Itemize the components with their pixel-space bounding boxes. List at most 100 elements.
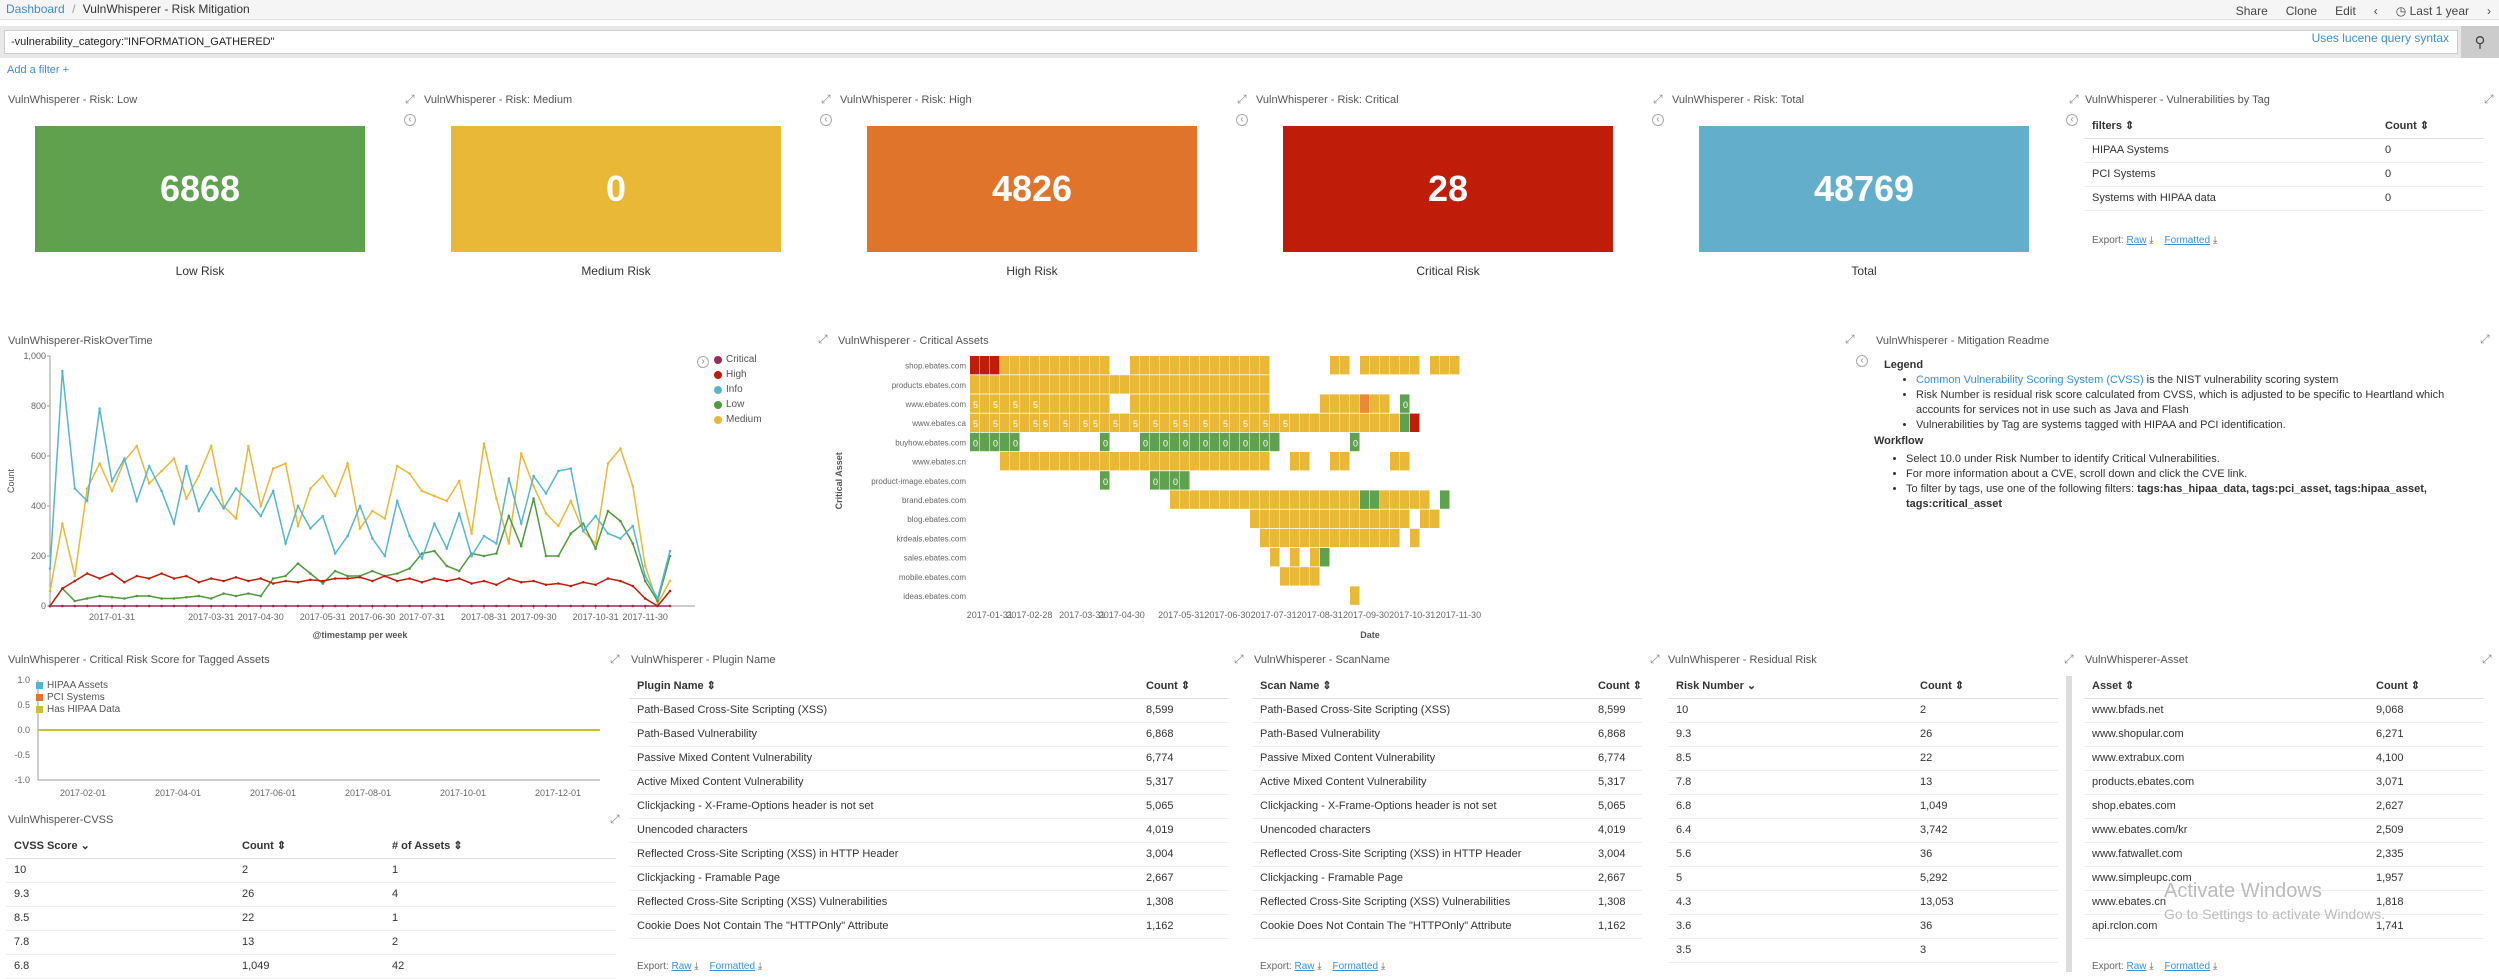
search-button[interactable]: ⚲: [2461, 26, 2499, 58]
table-row[interactable]: 9.3 26 4: [6, 882, 616, 907]
expand-icon[interactable]: ⤢: [610, 652, 620, 666]
collapse-icon[interactable]: ‹: [1856, 355, 1868, 367]
table-row[interactable]: Clickjacking - Framable Page 2,667: [1252, 866, 1642, 891]
expand-icon[interactable]: ⤢: [1237, 92, 1247, 106]
expand-icon[interactable]: ⤢: [1234, 652, 1244, 666]
collapse-icon[interactable]: ‹: [1236, 114, 1248, 126]
table-row[interactable]: 5.6 36: [1668, 842, 2058, 867]
table-row[interactable]: Cookie Does Not Contain The "HTTPOnly" A…: [629, 914, 1229, 939]
table-row[interactable]: www.ebates.cn 1,818: [2084, 890, 2484, 915]
table-row[interactable]: Active Mixed Content Vulnerability 5,317: [1252, 770, 1642, 795]
table-row[interactable]: 6.8 1,049 42: [6, 954, 616, 979]
table-row[interactable]: 4.3 13,053: [1668, 890, 2058, 915]
asset-count-header[interactable]: Count ⇕: [2368, 674, 2484, 699]
table-row[interactable]: 3.6 36: [1668, 914, 2058, 939]
scrollbar[interactable]: [2066, 676, 2072, 972]
expand-icon[interactable]: ⤢: [2069, 92, 2079, 106]
table-row[interactable]: 6.8 1,049: [1668, 794, 2058, 819]
plugin-count-header[interactable]: Count ⇕: [1138, 674, 1229, 699]
table-row[interactable]: www.ebates.com/kr 2,509: [2084, 818, 2484, 843]
legend-item[interactable]: PCI Systems: [36, 691, 120, 703]
lucene-syntax-link[interactable]: Uses lucene query syntax: [2311, 31, 2449, 45]
table-row[interactable]: 3.5 3: [1668, 938, 2058, 963]
table-row[interactable]: 5 5,292: [1668, 866, 2058, 891]
table-row[interactable]: www.shopular.com 6,271: [2084, 722, 2484, 747]
tag-filters-header[interactable]: filters ⇕: [2084, 114, 2377, 139]
table-row[interactable]: shop.ebates.com 2,627: [2084, 794, 2484, 819]
table-row[interactable]: Unencoded characters 4,019: [629, 818, 1229, 843]
expand-icon[interactable]: ⤢: [1653, 92, 1663, 106]
collapse-icon[interactable]: ‹: [820, 114, 832, 126]
risk-number-header[interactable]: Risk Number ⌄: [1668, 674, 1912, 699]
export-formatted-link[interactable]: Formatted: [2164, 235, 2211, 246]
scan-name-header[interactable]: Scan Name ⇕: [1252, 674, 1590, 699]
cvss-link[interactable]: Common Vulnerability Scoring System (CVS…: [1916, 374, 2144, 386]
expand-icon[interactable]: ⤢: [1650, 652, 1660, 666]
table-row[interactable]: 6.4 3,742: [1668, 818, 2058, 843]
search-input[interactable]: -vulnerability_category:"INFORMATION_GAT…: [4, 30, 2458, 54]
table-row[interactable]: Passive Mixed Content Vulnerability 6,774: [629, 746, 1229, 771]
legend-item[interactable]: Has HIPAA Data: [36, 703, 120, 715]
export-raw-link[interactable]: Raw: [671, 961, 692, 972]
table-row[interactable]: www.bfads.net 9,068: [2084, 698, 2484, 723]
legend-item[interactable]: Info: [714, 382, 762, 397]
table-row[interactable]: Reflected Cross-Site Scripting (XSS) Vul…: [1252, 890, 1642, 915]
legend-item[interactable]: High: [714, 367, 762, 382]
table-row[interactable]: www.simpleupc.com 1,957: [2084, 866, 2484, 891]
table-row[interactable]: api.rclon.com 1,741: [2084, 914, 2484, 939]
tag-count-header[interactable]: Count ⇕: [2377, 114, 2484, 139]
next-time-button[interactable]: ›: [2487, 4, 2491, 18]
clone-button[interactable]: Clone: [2285, 4, 2318, 18]
table-row[interactable]: 10 2 1: [6, 858, 616, 883]
legend-item[interactable]: HIPAA Assets: [36, 679, 120, 691]
add-filter-link[interactable]: Add a filter +: [7, 64, 70, 76]
collapse-icon[interactable]: ‹: [2066, 114, 2078, 126]
table-row[interactable]: Reflected Cross-Site Scripting (XSS) in …: [1252, 842, 1642, 867]
expand-icon[interactable]: ⤢: [2482, 652, 2492, 666]
table-row[interactable]: Clickjacking - X-Frame-Options header is…: [629, 794, 1229, 819]
table-row[interactable]: products.ebates.com 3,071: [2084, 770, 2484, 795]
export-formatted-link[interactable]: Formatted: [709, 961, 756, 972]
table-row[interactable]: Clickjacking - X-Frame-Options header is…: [1252, 794, 1642, 819]
table-row[interactable]: Path-Based Cross-Site Scripting (XSS) 8,5…: [629, 698, 1229, 723]
scan-count-header[interactable]: Count ⇕: [1589, 674, 1642, 699]
prev-time-button[interactable]: ‹: [2373, 4, 2378, 18]
table-row[interactable]: Path-Based Cross-Site Scripting (XSS) 8,5…: [1252, 698, 1642, 723]
collapse-icon[interactable]: ‹: [404, 114, 416, 126]
legend-toggle-icon[interactable]: ›: [697, 356, 709, 368]
export-raw-link[interactable]: Raw: [2126, 235, 2147, 246]
expand-icon[interactable]: ⤢: [405, 92, 415, 106]
cvss-count-header[interactable]: Count ⇕: [234, 834, 384, 859]
table-row[interactable]: www.fatwallet.com 2,335: [2084, 842, 2484, 867]
table-row[interactable]: 7.8 13 2: [6, 930, 616, 955]
expand-icon[interactable]: ⤢: [2480, 332, 2490, 346]
expand-icon[interactable]: ⤢: [2064, 652, 2074, 666]
expand-icon[interactable]: ⤢: [2484, 92, 2494, 106]
table-row[interactable]: Reflected Cross-Site Scripting (XSS) in …: [629, 842, 1229, 867]
table-row[interactable]: Cookie Does Not Contain The "HTTPOnly" A…: [1252, 914, 1642, 939]
table-row[interactable]: Path-Based Vulnerability 6,868: [629, 722, 1229, 747]
table-row[interactable]: www.extrabux.com 4,100: [2084, 746, 2484, 771]
share-button[interactable]: Share: [2235, 4, 2268, 18]
table-row[interactable]: 8.5 22: [1668, 746, 2058, 771]
time-picker[interactable]: ◷ Last 1 year: [2396, 4, 2469, 18]
expand-icon[interactable]: ⤢: [610, 812, 620, 826]
cvss-score-header[interactable]: CVSS Score ⌄: [6, 834, 234, 859]
table-row[interactable]: 8.5 22 1: [6, 906, 616, 931]
export-formatted-link[interactable]: Formatted: [1332, 961, 1379, 972]
table-row[interactable]: Clickjacking - Framable Page 2,667: [629, 866, 1229, 891]
table-row[interactable]: 7.8 13: [1668, 770, 2058, 795]
legend-item[interactable]: Critical: [714, 352, 762, 367]
expand-icon[interactable]: ⤢: [818, 332, 828, 346]
export-raw-link[interactable]: Raw: [1294, 961, 1315, 972]
residual-count-header[interactable]: Count ⇕: [1912, 674, 2058, 699]
plugin-name-header[interactable]: Plugin Name ⇕: [629, 674, 1138, 699]
export-raw-link[interactable]: Raw: [2126, 961, 2147, 972]
table-row[interactable]: HIPAA Systems 0: [2084, 138, 2484, 163]
collapse-icon[interactable]: ‹: [1652, 114, 1664, 126]
cvss-assets-header[interactable]: # of Assets ⇕: [384, 834, 616, 859]
edit-button[interactable]: Edit: [2335, 4, 2356, 18]
legend-item[interactable]: Low: [714, 397, 762, 412]
table-row[interactable]: Passive Mixed Content Vulnerability 6,774: [1252, 746, 1642, 771]
expand-icon[interactable]: ⤢: [1845, 332, 1855, 346]
